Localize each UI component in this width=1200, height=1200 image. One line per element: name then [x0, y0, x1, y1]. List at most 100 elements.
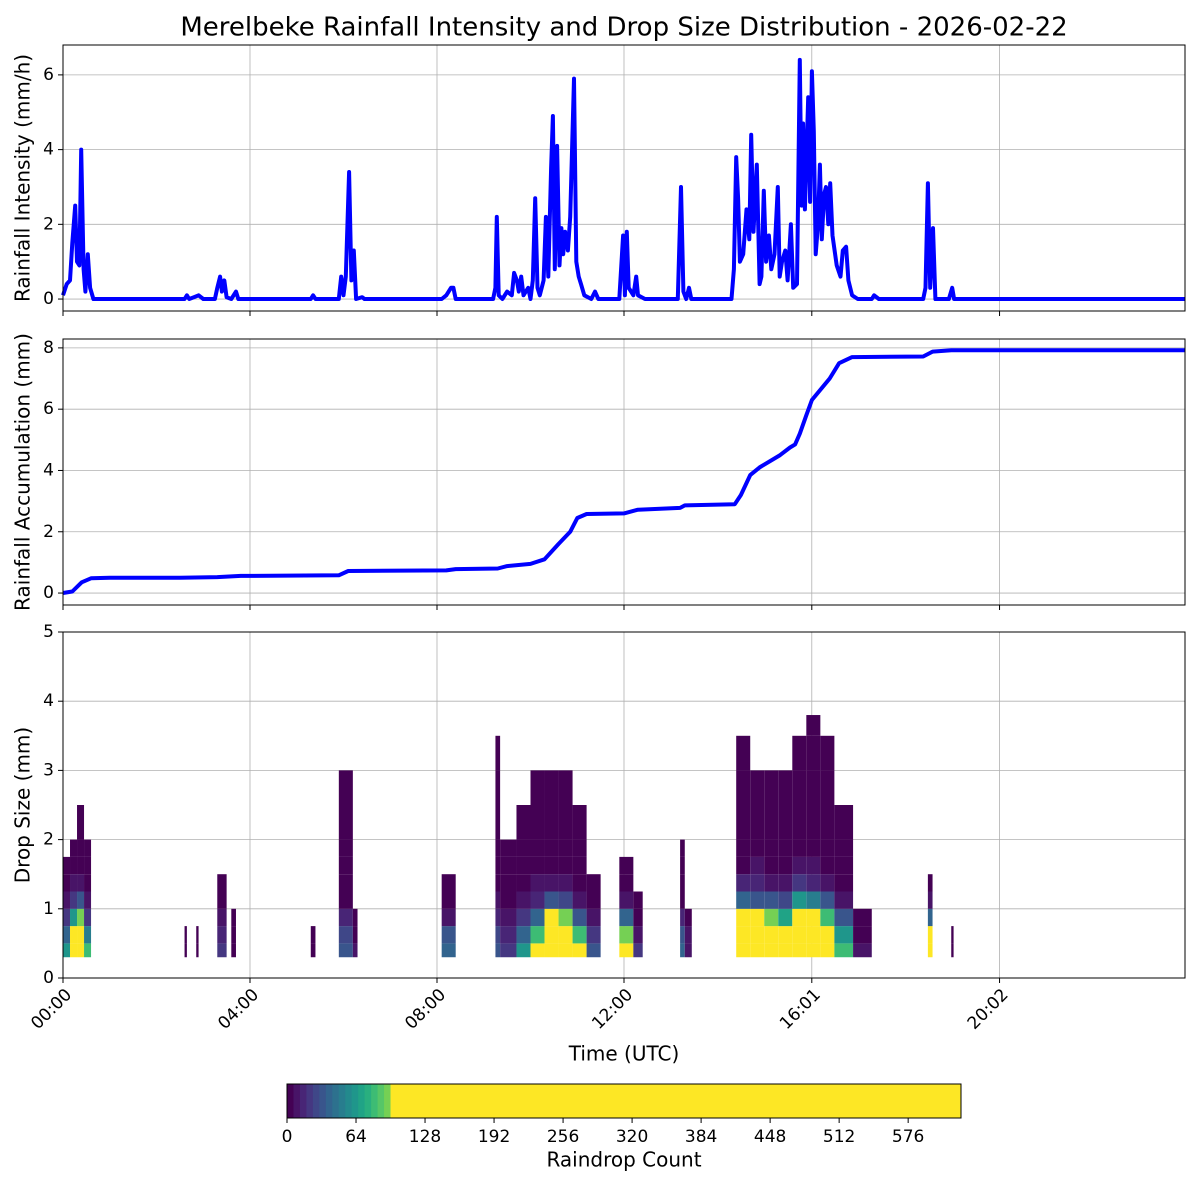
dsd-cell [338, 839, 353, 857]
dsd-cell [558, 908, 573, 927]
dsd-cell [806, 926, 821, 944]
dsd-cell [338, 805, 353, 840]
dsd-cell [680, 943, 685, 958]
colorbar-tick-label: 384 [685, 1127, 717, 1147]
colorbar-segment [325, 1084, 333, 1118]
dsd-cell [530, 805, 545, 840]
dsd-cell [778, 926, 793, 944]
y-tick-label: 2 [43, 522, 54, 542]
dsd-cell [834, 839, 854, 857]
dsd-cell [84, 926, 92, 944]
colorbar-segment [358, 1084, 366, 1118]
y-axis-label: Drop Size (mm) [11, 727, 35, 883]
dsd-cell [495, 735, 501, 771]
colorbar-tick-label: 0 [282, 1127, 293, 1147]
dsd-cell [77, 874, 85, 892]
y-tick-label: 1 [43, 899, 54, 919]
dsd-cell [820, 908, 835, 927]
dsd-cell [820, 770, 835, 805]
dsd-cell [680, 874, 685, 892]
dsd-cell [633, 908, 643, 927]
dsd-cell [70, 891, 78, 909]
dsd-cell [544, 874, 559, 892]
dsd-cell [500, 926, 517, 944]
dsd-cell [495, 943, 501, 958]
y-tick-label: 0 [43, 968, 54, 988]
dsd-cell [586, 943, 601, 958]
dsd-cell [530, 943, 545, 958]
dsd-cell [495, 926, 501, 944]
dsd-cell [516, 891, 531, 909]
dsd-cell [834, 908, 854, 927]
dsd-cell [530, 856, 545, 875]
dsd-cell [792, 770, 807, 805]
rain-line [62, 348, 1185, 595]
dsd-cell [736, 735, 751, 771]
dsd-cell [63, 856, 71, 875]
x-tick-label: 00:00 [27, 985, 76, 1034]
dsd-cell [806, 805, 821, 840]
dsd-cell [586, 874, 601, 892]
dsd-cell [84, 891, 92, 909]
dsd-cell [778, 805, 793, 840]
x-tick-label: 04:00 [214, 985, 263, 1034]
dsd-cell [544, 805, 559, 840]
dsd-cell [530, 926, 545, 944]
dsd-cell [441, 943, 456, 958]
dsd-cell [441, 908, 456, 927]
dsd-cell [84, 874, 92, 892]
dsd-cell [63, 943, 71, 958]
dsd-cell [516, 856, 531, 875]
dsd-cell [338, 926, 353, 944]
dsd-cell [619, 908, 634, 927]
dsd-cell [778, 839, 793, 857]
dsd-cell [516, 805, 531, 840]
dsd-cell [778, 908, 793, 927]
dsd-cell [792, 908, 807, 927]
dsd-cell [310, 926, 316, 944]
dsd-cell [196, 926, 199, 944]
dsd-cell [500, 874, 517, 892]
dsd-cell [792, 839, 807, 857]
dsd-cell [736, 856, 751, 875]
dsd-cell [951, 926, 954, 944]
dsd-cell [495, 856, 501, 875]
colorbar-segment [299, 1084, 307, 1118]
dsd-cell [338, 943, 353, 958]
dsd-cell [764, 874, 779, 892]
dsd-cell [70, 874, 78, 892]
dsd-cell [951, 943, 954, 958]
dsd-cell [750, 856, 765, 875]
dsd-cell [70, 839, 78, 857]
dsd-cell [778, 943, 793, 958]
colorbar-tick-label: 576 [892, 1127, 924, 1147]
dsd-cell [736, 926, 751, 944]
colorbar-segment [293, 1084, 301, 1118]
dsd-cell [834, 805, 854, 840]
colorbar-segment [364, 1084, 372, 1118]
dsd-cell [516, 926, 531, 944]
dsd-cell [231, 908, 236, 927]
dsd-cell [820, 856, 835, 875]
dsd-cell [352, 908, 358, 927]
dsd-cell [684, 943, 692, 958]
dsd-cell [77, 891, 85, 909]
dsd-cell [764, 805, 779, 840]
dsd-cell [217, 891, 227, 909]
dsd-cell [544, 943, 559, 958]
dsd-cell [764, 770, 779, 805]
dsd-cell [792, 856, 807, 875]
y-axis-label: Rainfall Intensity (mm/h) [11, 54, 35, 302]
dsd-cell [633, 891, 643, 909]
dsd-cell [792, 805, 807, 840]
dsd-cell [619, 856, 634, 875]
dsd-cell [927, 926, 933, 944]
dsd-cell [806, 891, 821, 909]
x-tick-label: 12:00 [588, 985, 637, 1034]
dsd-cell [217, 908, 227, 927]
x-tick-label: 16:01 [776, 985, 825, 1034]
dsd-cell [820, 805, 835, 840]
dsd-cell [684, 926, 692, 944]
colorbar-segment [338, 1084, 346, 1118]
dsd-cell [77, 908, 85, 927]
